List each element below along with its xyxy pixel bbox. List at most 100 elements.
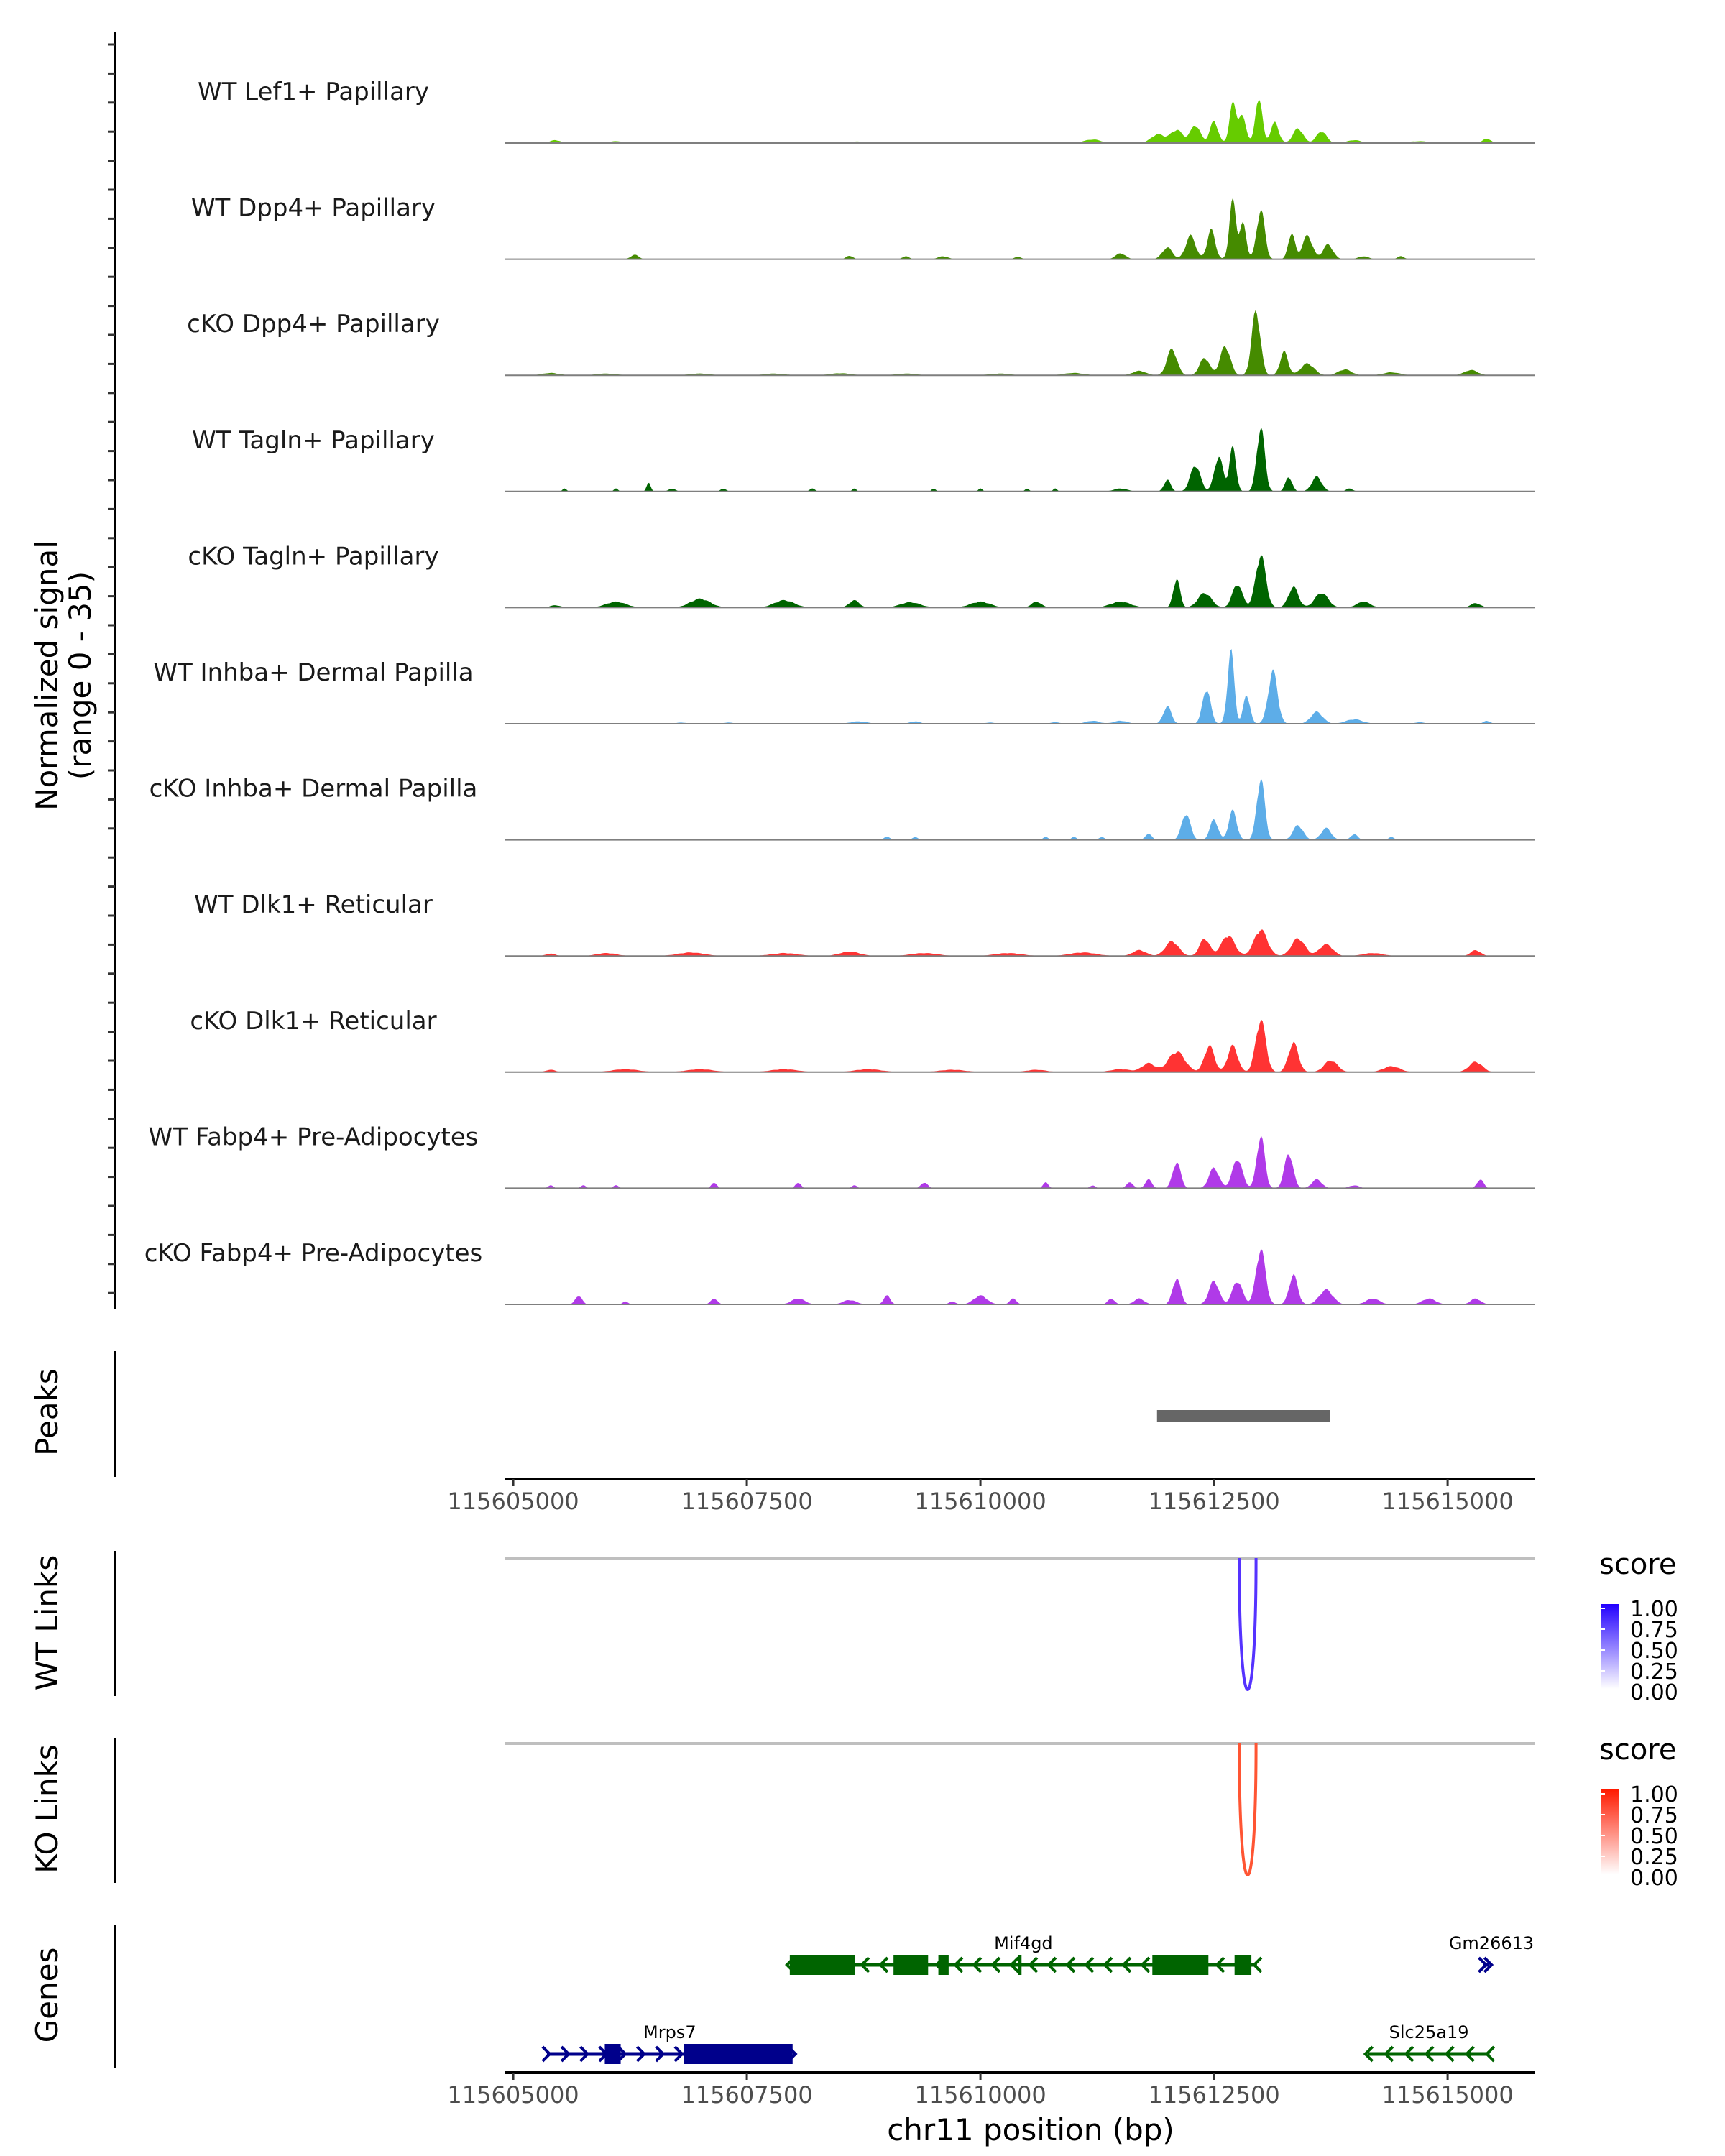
peaks-track: Peaks	[29, 1351, 1330, 1477]
strand-arrow-right-icon	[655, 2045, 666, 2063]
coverage-track: WT Tagln+ Papillary	[192, 426, 1535, 492]
gene-label: Mif4gd	[994, 1933, 1053, 1953]
strand-arrow-right-icon	[560, 2045, 571, 2063]
x-tick-label: 115605000	[447, 1488, 579, 1515]
x-tick-label: 115615000	[1381, 1488, 1513, 1515]
wt-links-label: WT Links	[29, 1555, 65, 1690]
gene-label: Slc25a19	[1389, 2022, 1469, 2042]
strand-arrow-left-icon	[953, 1956, 964, 1973]
score-legend: score 1.000.750.500.250.00	[1599, 1733, 1678, 1891]
legend-title: score	[1599, 1548, 1676, 1581]
coverage-area	[505, 1019, 1493, 1072]
x-tick-label: 115615000	[1381, 2081, 1513, 2109]
track-label: cKO Inhba+ Dermal Papilla	[150, 775, 478, 803]
gene-label: Gm26613	[1449, 1933, 1534, 1953]
coverage-area	[505, 929, 1493, 957]
strand-arrow-left-icon	[1065, 1956, 1076, 1973]
coverage-area	[505, 778, 1493, 840]
strand-arrow-left-icon	[1084, 1956, 1095, 1973]
strand-arrow-right-icon	[541, 2045, 552, 2063]
track-label: cKO Fabp4+ Pre-Adipocytes	[144, 1239, 483, 1268]
link-arc	[1238, 1557, 1258, 1691]
exon	[684, 2044, 793, 2064]
strand-arrow-left-icon	[1383, 2045, 1394, 2063]
genes-label: Genes	[29, 1948, 65, 2043]
peaks-track-label: Peaks	[29, 1368, 65, 1456]
strand-arrow-left-icon	[990, 1956, 1001, 1973]
x-tick-label: 115610000	[914, 1488, 1046, 1515]
track-label: WT Fabp4+ Pre-Adipocytes	[149, 1123, 479, 1151]
x-tick-label: 115610000	[914, 2081, 1046, 2109]
coverage-track: WT Dpp4+ Papillary	[191, 194, 1535, 260]
ko-links-track: KO Links	[29, 1738, 116, 1883]
strand-arrow-right-icon	[579, 2045, 590, 2063]
legend-tick-label: 0.50	[1630, 1824, 1678, 1849]
legend-tick-label: 1.00	[1630, 1782, 1678, 1807]
x-tick-label: 115612500	[1148, 1488, 1279, 1515]
coverage-track: cKO Dlk1+ Reticular	[190, 1007, 1535, 1073]
link-arc	[1238, 1743, 1258, 1876]
coverage-area	[505, 1248, 1493, 1304]
wt-links-track: WT Links	[29, 1551, 116, 1696]
track-label: cKO Dlk1+ Reticular	[190, 1007, 436, 1036]
strand-arrow-left-icon	[878, 1956, 889, 1973]
track-label: WT Lef1+ Papillary	[198, 78, 429, 106]
x-tick-label: 115605000	[447, 2081, 579, 2109]
y-axis-title-line-1: Normalized signal	[29, 540, 65, 811]
strand-arrow-left-icon	[860, 1956, 870, 1973]
strand-arrow-left-icon	[1046, 1956, 1057, 1973]
coverage-tracks: WT Lef1+ Papillary WT Dpp4+ Papillary cKO …	[144, 78, 1535, 1305]
exon	[789, 1955, 855, 1975]
x-axis-title: chr11 position (bp)	[887, 2112, 1174, 2147]
strand-arrow-left-icon	[1215, 1956, 1225, 1973]
genes-track: Genes Mif4gd Gm26613 Mrps7 Slc25a19	[29, 1925, 1534, 2068]
coverage-track: WT Dlk1+ Reticular	[194, 890, 1535, 957]
legend-colorbar	[1601, 1789, 1619, 1874]
strand-arrow-left-icon	[972, 1956, 983, 1973]
legend-tick-label: 0.50	[1630, 1639, 1678, 1664]
strand-arrow-left-icon	[1140, 1956, 1151, 1973]
strand-arrow-right-icon	[1478, 1956, 1489, 1973]
coverage-area	[505, 310, 1493, 376]
ko-links-label: KO Links	[29, 1744, 65, 1874]
strand-arrow-right-icon	[1483, 1956, 1494, 1973]
x-axis-upper: 115605000 115607500 115610000 115612500 1156…	[447, 1478, 1535, 1515]
gene: Slc25a19	[1363, 2022, 1496, 2063]
legend-colorbar	[1601, 1604, 1619, 1689]
strand-arrow-left-icon	[1121, 1956, 1132, 1973]
coverage-area	[505, 427, 1493, 492]
coverage-track: cKO Inhba+ Dermal Papilla	[150, 775, 1535, 841]
exon	[604, 2044, 621, 2064]
x-tick-label: 115607500	[681, 1488, 812, 1515]
coverage-track: cKO Dpp4+ Papillary	[187, 310, 1535, 377]
legend-tick-label: 1.00	[1630, 1597, 1678, 1622]
exon	[1152, 1955, 1209, 1975]
track-label: WT Dlk1+ Reticular	[194, 890, 433, 919]
legend-title: score	[1599, 1733, 1676, 1766]
strand-arrow-right-icon	[673, 2045, 684, 2063]
x-axis-lower: 115605000 115607500 115610000 115612500 1156…	[447, 2071, 1535, 2109]
x-tick-label: 115612500	[1148, 2081, 1279, 2109]
gene: Gm26613	[1449, 1933, 1534, 1973]
strand-arrow-left-icon	[1484, 2045, 1496, 2063]
track-label: WT Dpp4+ Papillary	[191, 194, 436, 223]
coverage-track: cKO Fabp4+ Pre-Adipocytes	[144, 1239, 1535, 1305]
legend-tick-label: 0.25	[1630, 1845, 1678, 1870]
coverage-area	[505, 555, 1493, 608]
coverage-track: WT Fabp4+ Pre-Adipocytes	[149, 1123, 1535, 1189]
y-axis-title-line-2: (range 0 - 35)	[63, 571, 98, 780]
track-label: cKO Dpp4+ Papillary	[187, 310, 440, 338]
coverage-area	[505, 649, 1493, 724]
strand-arrow-left-icon	[1444, 2045, 1455, 2063]
legend-tick-label: 0.00	[1630, 1680, 1678, 1705]
track-label: cKO Tagln+ Papillary	[188, 542, 438, 571]
coverage-area	[505, 100, 1493, 143]
strand-arrow-left-icon	[1404, 2045, 1414, 2063]
strand-arrow-right-icon	[635, 2045, 647, 2063]
strand-arrow-left-icon	[1028, 1956, 1039, 1973]
strand-arrow-left-icon	[1464, 2045, 1475, 2063]
coverage-track: WT Lef1+ Papillary	[198, 78, 1535, 144]
strand-arrow-left-icon	[1009, 1956, 1020, 1973]
peak-region	[1156, 1410, 1330, 1422]
exon	[938, 1955, 949, 1975]
